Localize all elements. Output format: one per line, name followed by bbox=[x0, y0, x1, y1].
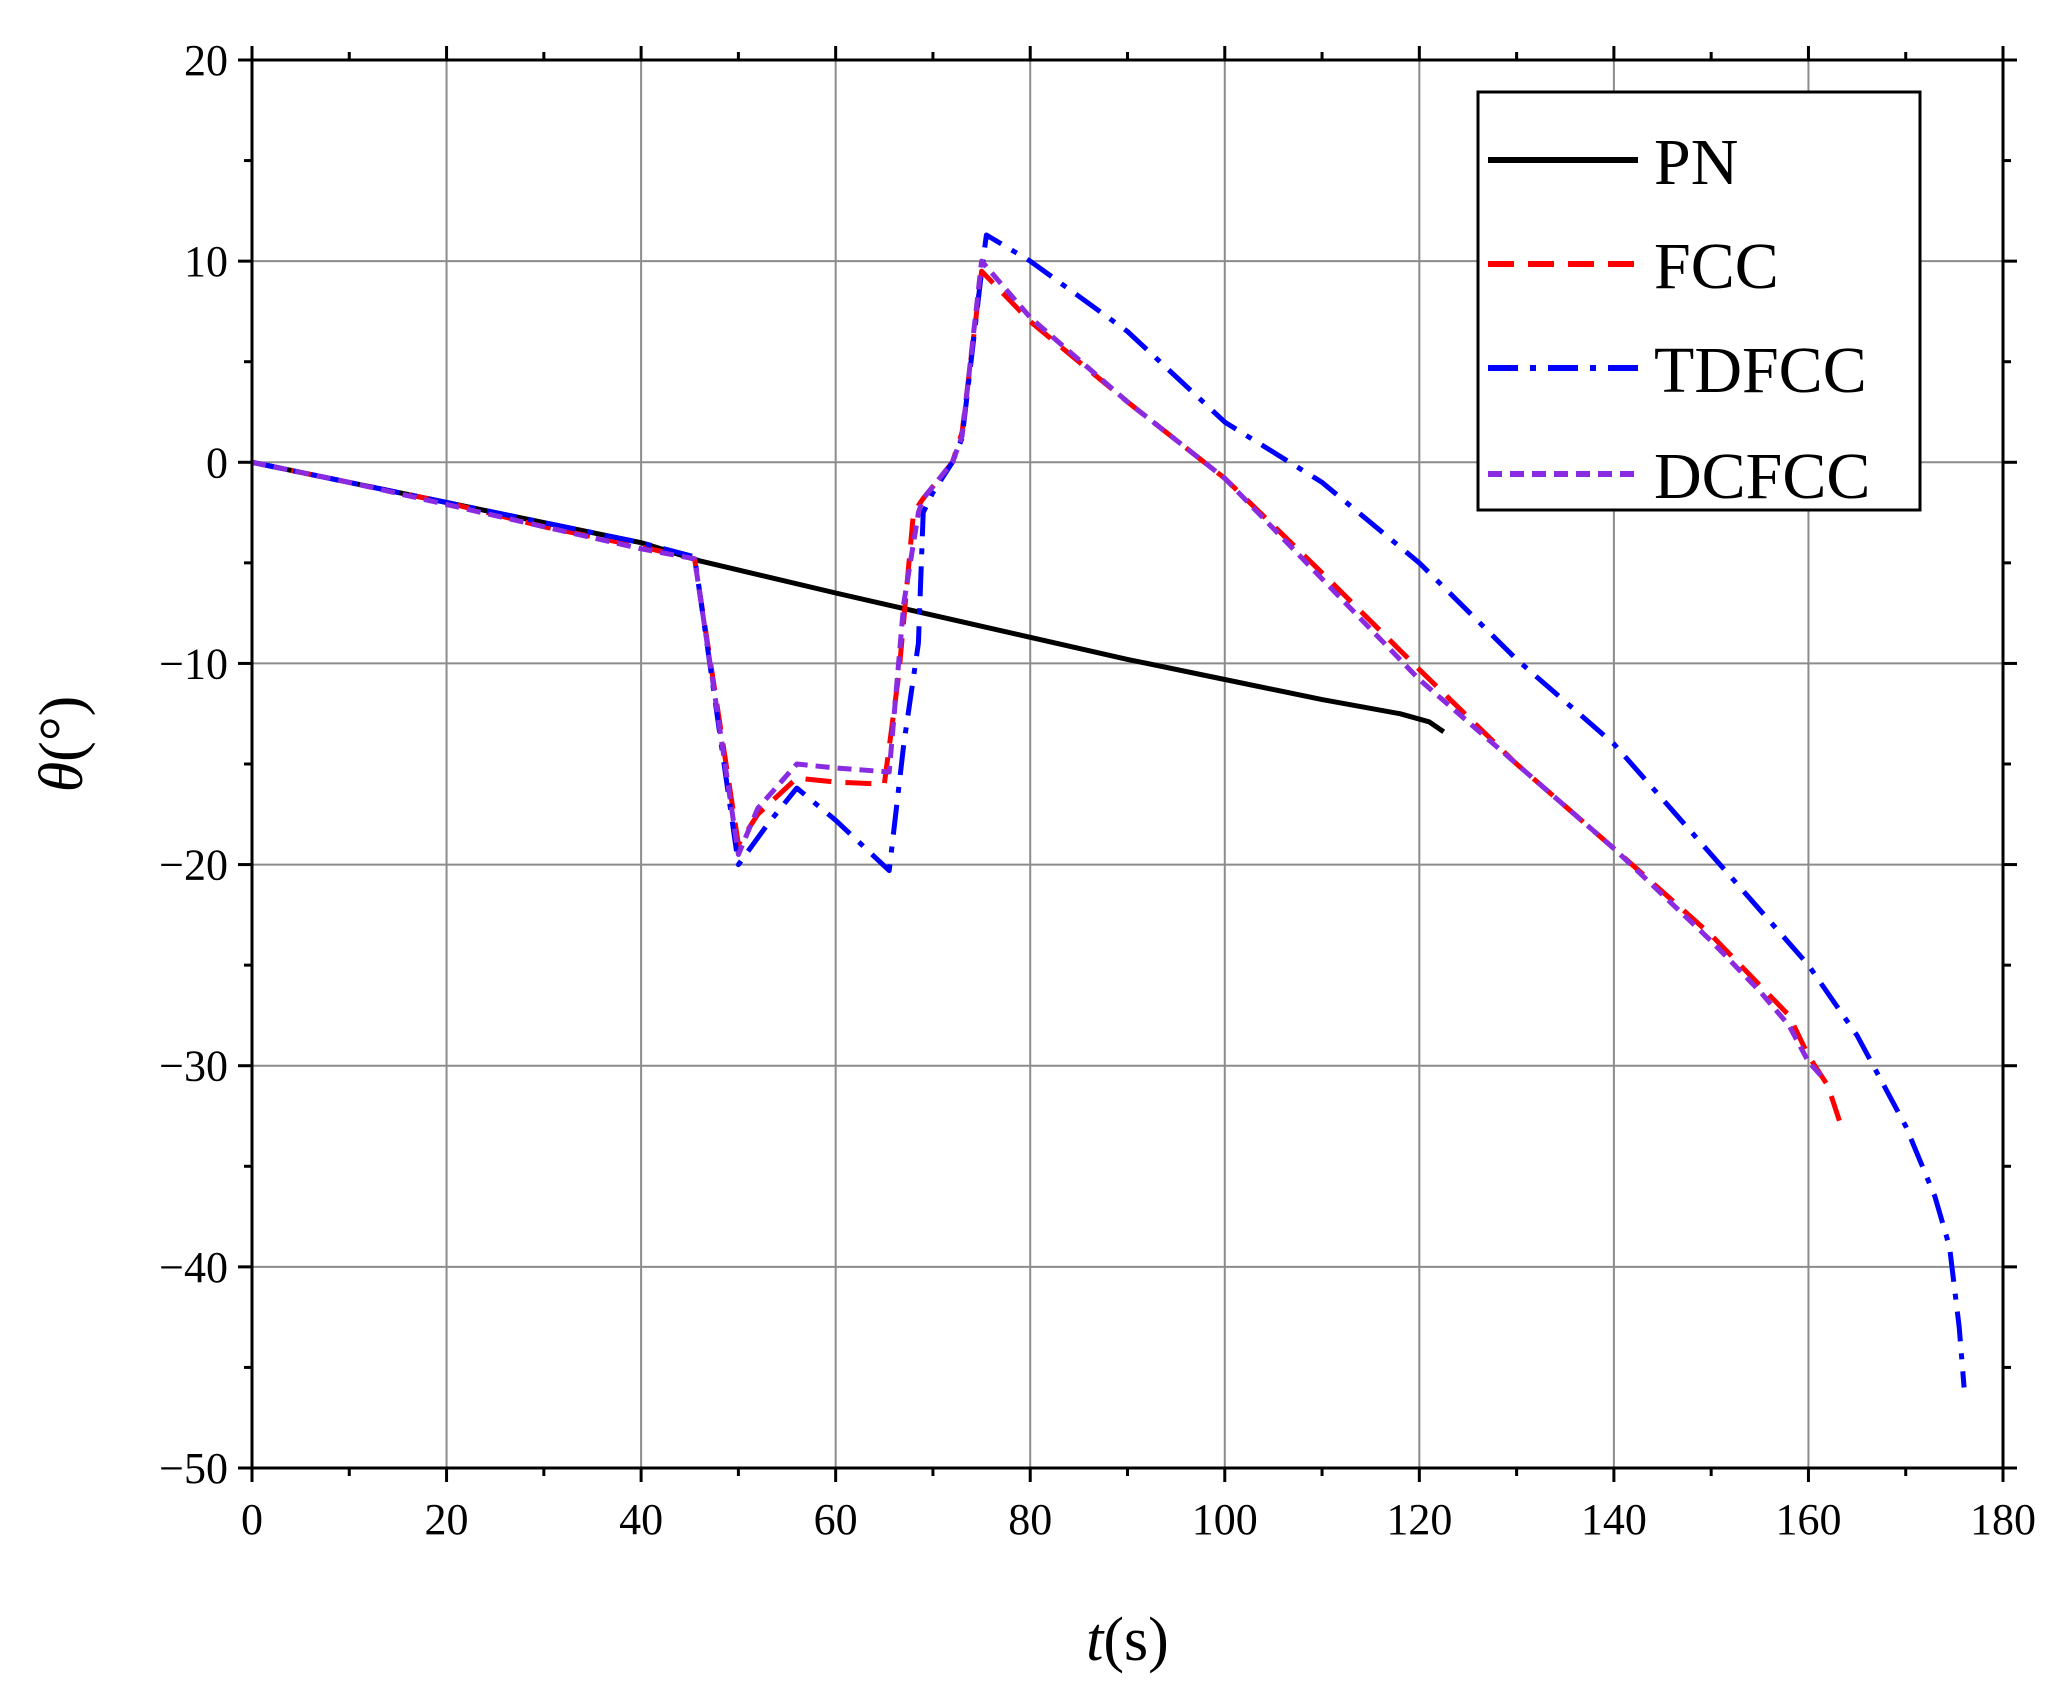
series-line-pn bbox=[251, 459, 1446, 734]
series-line-dcfcc bbox=[251, 258, 1825, 1080]
y-tick-label: −30 bbox=[159, 1042, 228, 1091]
y-axis-symbol: θ bbox=[28, 762, 96, 792]
x-axis-title: t(s) bbox=[1086, 1606, 1169, 1674]
x-tick-label: 100 bbox=[1192, 1495, 1258, 1544]
y-tick-labels: 20 10 0 −10 −20 −30 −40 −50 bbox=[159, 36, 228, 1493]
y-tick-label: 20 bbox=[184, 36, 228, 85]
x-tick-label: 80 bbox=[1008, 1495, 1052, 1544]
x-tick-label: 120 bbox=[1386, 1495, 1452, 1544]
x-axis-symbol: t bbox=[1086, 1606, 1105, 1674]
legend: PN FCC TDFCC DCFCC bbox=[1476, 90, 1922, 513]
x-tick-labels: 0 20 40 60 80 100 120 140 160 180 bbox=[241, 1495, 2036, 1544]
y-tick-label: 0 bbox=[206, 438, 228, 487]
x-tick-label: 180 bbox=[1970, 1495, 2036, 1544]
x-tick-label: 0 bbox=[241, 1495, 263, 1544]
x-tick-label: 140 bbox=[1581, 1495, 1647, 1544]
legend-label-pn: PN bbox=[1654, 126, 1738, 199]
legend-label-tdfcc: TDFCC bbox=[1654, 334, 1867, 407]
x-tick-label: 160 bbox=[1775, 1495, 1841, 1544]
legend-label-fcc: FCC bbox=[1654, 230, 1779, 303]
y-axis-title: θ(°) bbox=[28, 696, 96, 793]
y-tick-label: −20 bbox=[159, 841, 228, 890]
x-tick-label: 40 bbox=[619, 1495, 663, 1544]
x-tick-label: 20 bbox=[425, 1495, 469, 1544]
y-tick-label: 10 bbox=[184, 237, 228, 286]
axis-ticks bbox=[238, 46, 2017, 1482]
legend-label-dcfcc: DCFCC bbox=[1654, 440, 1870, 513]
x-axis-unit: (s) bbox=[1103, 1606, 1168, 1674]
x-tick-label: 60 bbox=[814, 1495, 858, 1544]
y-tick-label: −50 bbox=[159, 1444, 228, 1493]
series-layer bbox=[251, 232, 1967, 1388]
y-axis-unit: (°) bbox=[28, 696, 96, 762]
y-tick-label: −40 bbox=[159, 1243, 228, 1292]
y-tick-label: −10 bbox=[159, 639, 228, 688]
